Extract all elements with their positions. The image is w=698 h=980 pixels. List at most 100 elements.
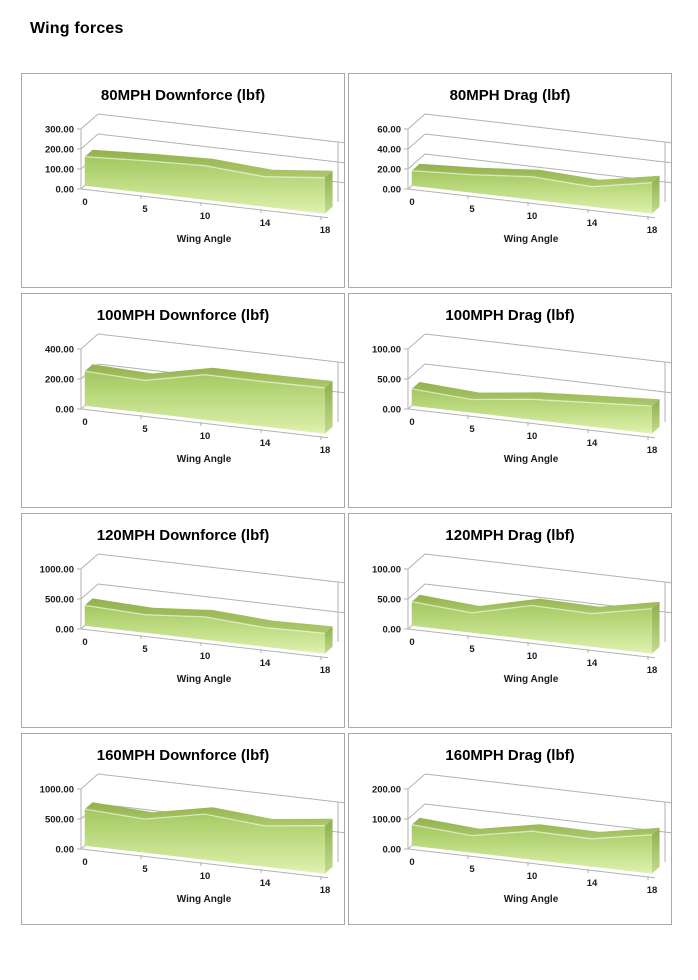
svg-text:0.00: 0.00	[56, 625, 75, 636]
svg-text:14: 14	[587, 218, 598, 229]
chart-title: 100MPH Downforce (lbf)	[96, 307, 270, 324]
svg-text:18: 18	[320, 445, 331, 456]
svg-text:Wing Angle: Wing Angle	[177, 234, 232, 245]
svg-text:0: 0	[409, 197, 414, 208]
svg-text:14: 14	[587, 658, 598, 669]
svg-text:0: 0	[409, 417, 414, 428]
chart-panel-100mph-drag: 100MPH Drag (lbf) 0.00 50.00 100.00 0 5 10 14 1…	[348, 293, 672, 508]
svg-text:Wing Angle: Wing Angle	[504, 894, 559, 905]
svg-text:0.00: 0.00	[383, 625, 402, 636]
chart-title: 120MPH Downforce (lbf)	[96, 527, 270, 544]
svg-text:Wing Angle: Wing Angle	[504, 234, 559, 245]
charts-grid: 80MPH Downforce (lbf) 0.00 100.00 200.00 30…	[21, 73, 672, 925]
chart-panel-160mph-drag: 160MPH Drag (lbf) 0.00 100.00 200.00 0 5 10 14…	[348, 733, 672, 925]
svg-text:0.00: 0.00	[56, 405, 75, 416]
svg-text:0.00: 0.00	[383, 185, 402, 196]
chart-panel-160mph-downforce: 160MPH Downforce (lbf) 0.00 500.00 1000.00…	[21, 733, 345, 925]
svg-text:10: 10	[527, 871, 538, 882]
svg-text:Wing Angle: Wing Angle	[177, 894, 232, 905]
chart-panel-120mph-downforce: 120MPH Downforce (lbf) 0.00 500.00 1000.00…	[21, 513, 345, 728]
svg-text:18: 18	[320, 665, 331, 676]
area-chart-canvas: 0.00 50.00 100.00 0 5 10 14 18 Wing Angle	[372, 553, 671, 685]
area-chart-canvas: 0.00 500.00 1000.00 0 5 10 14 18 Wing Angle	[40, 773, 344, 905]
chart-panel-80mph-drag: 80MPH Drag (lbf) 0.00 20.00 40.00 60.00 0 5 10…	[348, 73, 672, 288]
svg-text:100.00: 100.00	[372, 815, 401, 826]
svg-text:50.00: 50.00	[377, 375, 401, 386]
svg-text:14: 14	[260, 878, 271, 889]
svg-text:1000.00: 1000.00	[40, 785, 74, 796]
svg-text:5: 5	[142, 424, 148, 435]
svg-text:14: 14	[587, 878, 598, 889]
svg-text:10: 10	[200, 211, 211, 222]
svg-text:18: 18	[647, 665, 658, 676]
svg-text:5: 5	[469, 644, 475, 655]
svg-text:14: 14	[587, 438, 598, 449]
area-chart-canvas: 0.00 200.00 400.00 0 5 10 14 18 Wing Angle	[45, 333, 344, 465]
svg-text:18: 18	[647, 225, 658, 236]
svg-text:14: 14	[260, 218, 271, 229]
svg-text:50.00: 50.00	[377, 595, 401, 606]
svg-text:5: 5	[469, 424, 475, 435]
svg-text:0.00: 0.00	[56, 845, 75, 856]
chart-title: 80MPH Downforce (lbf)	[100, 87, 266, 104]
chart-title: 100MPH Drag (lbf)	[445, 307, 575, 324]
svg-text:100.00: 100.00	[372, 345, 401, 356]
svg-text:0: 0	[82, 197, 87, 208]
chart-panel-100mph-downforce: 100MPH Downforce (lbf) 0.00 200.00 400.00 0…	[21, 293, 345, 508]
svg-text:1000.00: 1000.00	[40, 565, 74, 576]
chart-title: 160MPH Drag (lbf)	[445, 747, 575, 764]
svg-text:10: 10	[200, 651, 211, 662]
svg-text:0: 0	[409, 637, 414, 648]
svg-text:Wing Angle: Wing Angle	[504, 454, 559, 465]
svg-text:18: 18	[647, 885, 658, 896]
area-chart-canvas: 0.00 100.00 200.00 0 5 10 14 18 Wing Angle	[372, 773, 671, 905]
svg-text:200.00: 200.00	[372, 785, 401, 796]
svg-text:18: 18	[320, 885, 331, 896]
area-chart-canvas: 0.00 50.00 100.00 0 5 10 14 18 Wing Angle	[372, 333, 671, 465]
svg-text:Wing Angle: Wing Angle	[504, 674, 559, 685]
chart-panel-120mph-drag: 120MPH Drag (lbf) 0.00 50.00 100.00 0 5 10 14 1…	[348, 513, 672, 728]
page-title: Wing forces	[30, 20, 124, 37]
svg-text:20.00: 20.00	[377, 165, 401, 176]
svg-text:0.00: 0.00	[383, 405, 402, 416]
svg-text:10: 10	[527, 431, 538, 442]
svg-text:0.00: 0.00	[383, 845, 402, 856]
svg-text:500.00: 500.00	[45, 815, 74, 826]
svg-text:100.00: 100.00	[372, 565, 401, 576]
svg-text:300.00: 300.00	[45, 125, 74, 136]
svg-text:0: 0	[409, 857, 414, 868]
svg-text:0: 0	[82, 857, 87, 868]
svg-text:400.00: 400.00	[45, 345, 74, 356]
svg-text:14: 14	[260, 438, 271, 449]
svg-text:Wing Angle: Wing Angle	[177, 674, 232, 685]
svg-text:100.00: 100.00	[45, 165, 74, 176]
svg-text:60.00: 60.00	[377, 125, 401, 136]
svg-text:Wing Angle: Wing Angle	[177, 454, 232, 465]
chart-title: 160MPH Downforce (lbf)	[96, 747, 270, 764]
svg-text:200.00: 200.00	[45, 375, 74, 386]
svg-text:0: 0	[82, 637, 87, 648]
svg-text:5: 5	[469, 864, 475, 875]
svg-text:5: 5	[469, 204, 475, 215]
svg-text:18: 18	[320, 225, 331, 236]
svg-text:500.00: 500.00	[45, 595, 74, 606]
svg-text:10: 10	[200, 431, 211, 442]
chart-title: 120MPH Drag (lbf)	[445, 527, 575, 544]
svg-text:18: 18	[647, 445, 658, 456]
area-chart-canvas: 0.00 500.00 1000.00 0 5 10 14 18 Wing Angle	[40, 553, 344, 685]
svg-text:5: 5	[142, 204, 148, 215]
svg-text:0.00: 0.00	[56, 185, 75, 196]
area-chart-canvas: 0.00 100.00 200.00 300.00 0 5 10 14 18 Wing Angle	[45, 113, 344, 245]
svg-text:40.00: 40.00	[377, 145, 401, 156]
svg-text:10: 10	[527, 211, 538, 222]
svg-text:5: 5	[142, 864, 148, 875]
svg-text:10: 10	[527, 651, 538, 662]
chart-panel-80mph-downforce: 80MPH Downforce (lbf) 0.00 100.00 200.00 30…	[21, 73, 345, 288]
area-chart-canvas: 0.00 20.00 40.00 60.00 0 5 10 14 18 Wing Angle	[377, 113, 671, 245]
svg-text:0: 0	[82, 417, 87, 428]
svg-text:5: 5	[142, 644, 148, 655]
svg-text:10: 10	[200, 871, 211, 882]
svg-text:200.00: 200.00	[45, 145, 74, 156]
chart-title: 80MPH Drag (lbf)	[449, 87, 571, 104]
svg-text:14: 14	[260, 658, 271, 669]
